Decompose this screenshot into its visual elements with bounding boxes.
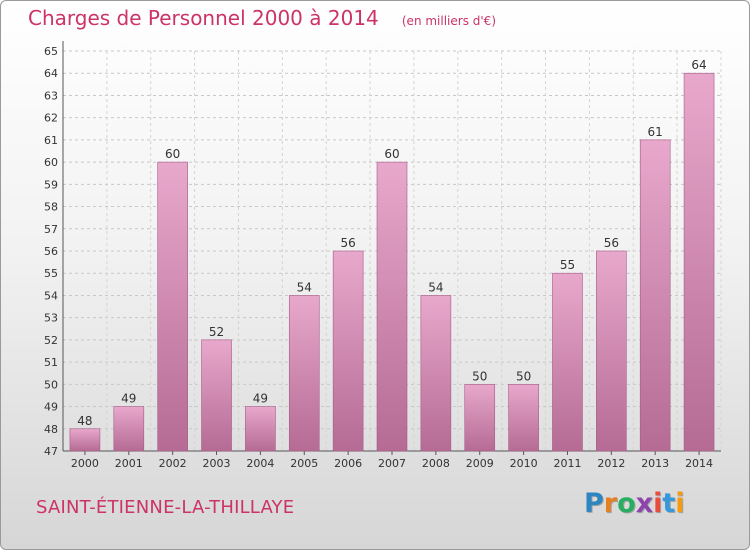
data-label-2002: 60 — [165, 147, 180, 161]
logo-letter: i — [653, 488, 663, 519]
y-tick-label: 50 — [44, 378, 58, 391]
y-tick-label: 62 — [44, 112, 58, 125]
y-tick-label: 54 — [44, 289, 58, 302]
data-label-2007: 60 — [384, 147, 399, 161]
y-tick-label: 53 — [44, 312, 58, 325]
bars — [69, 72, 715, 452]
data-label-2004: 49 — [253, 392, 268, 406]
x-tick-label-2007: 2007 — [378, 457, 406, 470]
logo-letter: P — [584, 488, 604, 519]
chart-title-block: Charges de Personnel 2000 à 2014 (en mil… — [28, 6, 496, 30]
bar-2004[interactable] — [245, 406, 276, 452]
logo-letter: r — [603, 488, 618, 519]
y-tick-label: 64 — [44, 67, 58, 80]
data-label-2003: 52 — [209, 325, 224, 339]
data-label-2012: 56 — [604, 236, 619, 250]
x-tick-label-2002: 2002 — [159, 457, 187, 470]
data-label-2001: 49 — [121, 392, 136, 406]
y-tick-label: 63 — [44, 89, 58, 102]
y-tick-label: 49 — [44, 401, 58, 414]
y-tick-label: 61 — [44, 134, 58, 147]
x-tick-label-2014: 2014 — [685, 457, 713, 470]
y-tick-label: 52 — [44, 334, 58, 347]
y-tick-label: 57 — [44, 223, 58, 236]
bar-2001[interactable] — [113, 406, 145, 452]
x-tick-label-2005: 2005 — [290, 457, 318, 470]
data-label-2005: 54 — [297, 280, 312, 294]
data-label-2013: 61 — [648, 125, 663, 139]
data-label-2008: 54 — [428, 280, 443, 294]
data-label-2014: 64 — [691, 58, 706, 72]
bar-2011[interactable] — [552, 272, 583, 452]
y-tick-label: 56 — [44, 245, 58, 258]
x-tick-label-2000: 2000 — [71, 457, 99, 470]
commune-name: SAINT-ÉTIENNE-LA-THILLAYE — [36, 497, 295, 518]
bar-chart: 47 48 49 50 51 52 53 54 55 56 57 58 59 60 61 62 63 64 65 20… — [44, 41, 722, 470]
proxiti-logo[interactable]: Proxiti — [584, 488, 685, 519]
x-tick-label-2004: 2004 — [246, 457, 274, 470]
bar-2010[interactable] — [508, 384, 539, 452]
bar-2009[interactable] — [464, 384, 496, 452]
bar-2005[interactable] — [288, 295, 320, 452]
y-tick-label: 51 — [44, 356, 58, 369]
y-tick-label: 59 — [44, 178, 58, 191]
y-tick-label: 65 — [44, 45, 58, 58]
bar-2007[interactable] — [376, 161, 408, 452]
x-tick-label-2006: 2006 — [334, 457, 362, 470]
bar-2014[interactable] — [683, 72, 715, 452]
x-tick-label-2009: 2009 — [466, 457, 494, 470]
x-tick-label-2001: 2001 — [115, 457, 143, 470]
x-tick-label-2012: 2012 — [597, 457, 625, 470]
bar-2012[interactable] — [596, 250, 627, 452]
y-tick-label: 48 — [44, 423, 58, 436]
chart-title: Charges de Personnel 2000 à 2014 — [28, 6, 379, 30]
x-tick-label-2003: 2003 — [203, 457, 231, 470]
y-tick-label: 55 — [44, 267, 58, 280]
data-labels: 48 49 60 52 49 54 56 60 54 50 50 55 56 61 64 — [77, 58, 706, 428]
data-label-2006: 56 — [340, 236, 355, 250]
logo-letter: x — [635, 488, 654, 519]
logo-letter: t — [662, 488, 676, 519]
logo-letter: o — [617, 488, 636, 519]
data-label-2010: 50 — [516, 369, 531, 383]
data-label-2009: 50 — [472, 369, 487, 383]
bar-2008[interactable] — [420, 295, 452, 452]
logo-letter: i — [675, 488, 685, 519]
bar-2013[interactable] — [639, 139, 671, 452]
bar-2002[interactable] — [157, 161, 188, 452]
bar-2006[interactable] — [332, 250, 364, 452]
chart-subtitle: (en milliers d'€) — [401, 14, 496, 28]
data-label-2011: 55 — [560, 258, 575, 272]
x-tick-label-2010: 2010 — [510, 457, 538, 470]
y-tick-label: 60 — [44, 156, 58, 169]
bar-2000[interactable] — [69, 428, 101, 452]
x-tick-label-2013: 2013 — [641, 457, 669, 470]
data-label-2000: 48 — [77, 414, 92, 428]
x-tick-label-2011: 2011 — [553, 457, 581, 470]
x-tick-label-2008: 2008 — [422, 457, 450, 470]
bar-2003[interactable] — [201, 339, 232, 452]
y-tick-label: 58 — [44, 201, 58, 214]
y-tick-label: 47 — [44, 445, 58, 458]
